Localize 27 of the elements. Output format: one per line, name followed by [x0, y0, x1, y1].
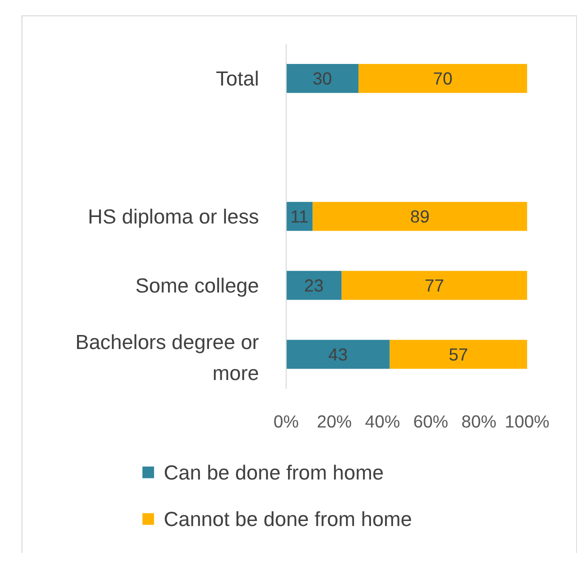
- x-tick-label: 0%: [274, 412, 299, 432]
- bar: [342, 270, 528, 300]
- x-tick-label: 40%: [365, 412, 400, 432]
- data-label: 77: [424, 275, 444, 296]
- y-tick-label: Some college: [135, 276, 259, 298]
- y-tick-label: Bachelors degree or more: [75, 332, 260, 385]
- data-label: 70: [433, 68, 453, 89]
- data-label: 23: [304, 275, 324, 296]
- bar: [286, 270, 342, 300]
- data-label: 43: [328, 344, 348, 364]
- legend-label: Cannot be done from home: [164, 509, 412, 532]
- bar: [286, 340, 390, 369]
- bar: [286, 64, 358, 93]
- data-label: 89: [410, 206, 430, 227]
- bar: [358, 64, 528, 93]
- x-tick-label: 20%: [316, 412, 352, 432]
- data-label: 57: [448, 344, 468, 364]
- data-label: 11: [290, 206, 309, 227]
- x-tick-label: 100%: [504, 412, 550, 432]
- legend-label: Can be done from home: [164, 462, 384, 485]
- bar: [312, 202, 528, 231]
- bar: [390, 340, 528, 369]
- x-tick-label: 80%: [461, 412, 496, 432]
- x-tick-label: 60%: [413, 412, 448, 432]
- data-label: 30: [312, 68, 332, 89]
- y-tick-label: Total: [216, 68, 259, 91]
- y-tick-label: HS diploma or less: [88, 206, 259, 229]
